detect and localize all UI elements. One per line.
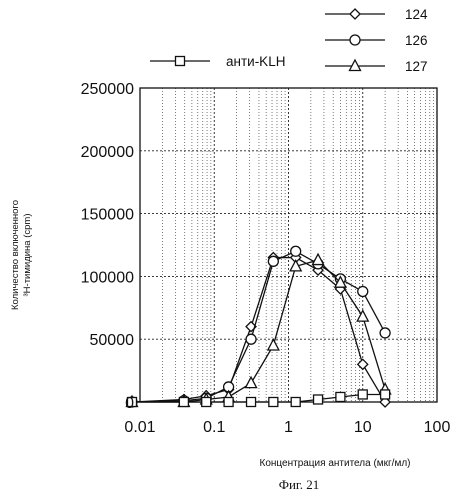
tick-labels: 0.01 0.1 1 10 100 0 50000 100000 150000 200000 250…	[81, 81, 451, 436]
y-axis-label-line2: ³H-тимидина (cpm)	[22, 214, 33, 297]
data-point-square	[223, 396, 234, 408]
data-point-square	[245, 396, 257, 408]
data-point-triangle	[289, 258, 303, 272]
y-tick-label: 50000	[90, 332, 135, 349]
data-point-square	[379, 389, 391, 400]
data-point-circle	[379, 327, 391, 339]
figure-caption: Фиг. 21	[279, 477, 320, 492]
series-group	[125, 245, 392, 408]
legend-marker-triangle	[348, 58, 362, 72]
y-axis-label: Количество включенного ³H-тимидина (cpm)	[10, 200, 33, 310]
y-axis-label-line1: Количество включенного	[10, 200, 21, 310]
data-point-circle	[267, 255, 279, 267]
x-tick-label: 0.01	[124, 419, 155, 436]
y-tick-label: 0	[125, 395, 134, 412]
data-point-triangle	[266, 338, 280, 351]
grid	[139, 87, 438, 403]
legend-label: анти-KLH	[226, 54, 285, 69]
data-point-triangle	[356, 309, 370, 322]
legend-marker-diamond	[349, 8, 361, 20]
data-point-square	[357, 389, 368, 400]
data-point-square	[126, 396, 138, 408]
x-tick-label: 100	[424, 419, 451, 436]
data-point-square	[290, 396, 301, 408]
data-point-circle	[245, 333, 257, 345]
series-line-circle	[131, 250, 386, 403]
legend: 124 126 127 анти-KLH	[150, 7, 428, 74]
data-point-triangle	[311, 252, 325, 266]
data-point-square	[335, 391, 346, 403]
legend-entry: 124	[325, 7, 428, 22]
y-tick-label: 200000	[81, 144, 134, 161]
data-point-diamond	[356, 358, 369, 371]
y-tick-label: 100000	[81, 269, 134, 286]
data-point-circle	[290, 245, 302, 257]
data-point-square	[268, 396, 279, 408]
x-axis-label: Концентрация антитела (мкг/мл)	[260, 458, 411, 469]
data-point-triangle	[333, 275, 347, 288]
series-diamond	[126, 251, 392, 408]
series-line-triangle	[131, 259, 386, 403]
data-point-circle	[357, 285, 369, 298]
x-tick-label: 0.1	[203, 419, 225, 436]
legend-label: 124	[405, 7, 428, 22]
legend-entry: анти-KLH	[150, 54, 285, 69]
data-point-triangle	[244, 375, 258, 389]
series-triangle	[125, 252, 392, 408]
series-circle	[126, 245, 391, 408]
y-tick-label: 150000	[81, 207, 134, 224]
legend-entry: 127	[325, 58, 428, 74]
data-point-square	[312, 394, 324, 405]
y-tick-label: 250000	[81, 81, 134, 98]
legend-entry: 126	[325, 33, 428, 48]
data-point-square	[178, 396, 190, 408]
data-point-square	[201, 396, 212, 408]
x-tick-label: 1	[284, 419, 293, 436]
legend-marker-circle	[349, 34, 361, 46]
legend-marker-square	[174, 55, 186, 67]
series-line-diamond	[131, 256, 386, 403]
series-square	[126, 389, 391, 408]
legend-label: 126	[405, 33, 428, 48]
x-tick-label: 10	[354, 419, 372, 436]
legend-label: 127	[405, 59, 428, 74]
